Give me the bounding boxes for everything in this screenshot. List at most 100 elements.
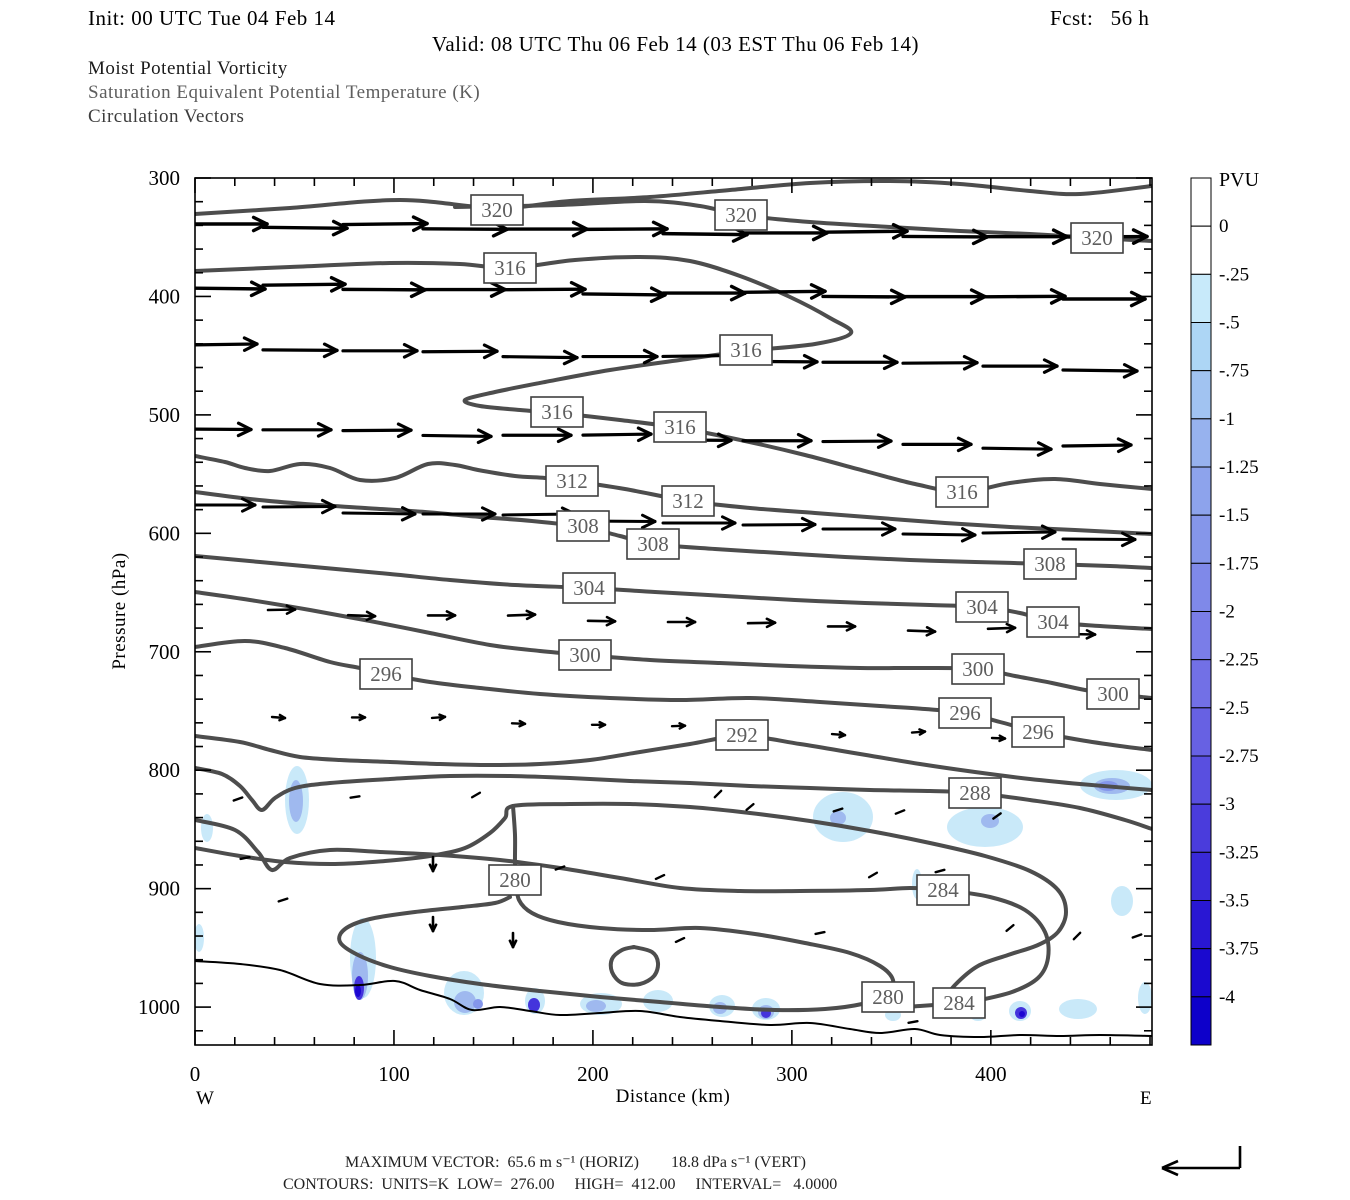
vector-tick-mark [1131, 933, 1143, 939]
svg-text:288: 288 [959, 781, 991, 805]
contour-label-304: 304 [562, 572, 616, 604]
colorbar-tick-label: -4 [1219, 987, 1235, 1008]
vector-arrow [590, 720, 607, 729]
y-tick-label: 700 [149, 640, 181, 664]
contour-line-320 [453, 198, 1152, 243]
contour-label-304: 304 [1026, 606, 1080, 638]
vector-arrow [670, 722, 687, 730]
y-tick-label: 500 [149, 403, 181, 427]
contour-label-296: 296 [1011, 716, 1065, 748]
svg-text:316: 316 [946, 480, 978, 504]
vector-arrow [261, 219, 349, 237]
contour-label-316: 316 [935, 476, 989, 508]
x-tick-label: 100 [378, 1062, 410, 1086]
vector-arrow [1061, 290, 1147, 308]
contour-label-316: 316 [719, 334, 773, 366]
vector-arrow [501, 427, 573, 444]
contour-label-280: 280 [488, 864, 542, 896]
vector-arrow [661, 284, 747, 302]
vector-tick-mark [814, 930, 826, 936]
x-tick-label: 300 [776, 1062, 808, 1086]
vector-arrow [266, 604, 297, 615]
terrain-line [195, 960, 1152, 1039]
contour-label-316: 316 [653, 411, 707, 443]
vector-arrow [901, 288, 987, 305]
svg-text:320: 320 [481, 198, 513, 222]
contour-label-320: 320 [714, 199, 768, 231]
svg-text:320: 320 [725, 203, 757, 227]
vector-arrow [426, 610, 457, 621]
contour-label-300: 300 [558, 639, 612, 671]
colorbar-tick-label: 0 [1219, 216, 1229, 237]
contour-line-304 [195, 554, 1152, 631]
vector-arrow [341, 343, 419, 359]
shading-blob [1019, 1011, 1025, 1017]
svg-text:304: 304 [573, 576, 605, 600]
colorbar-segment [1190, 322, 1212, 372]
vector-arrow [666, 616, 697, 628]
colorbar-tick-label: -.5 [1219, 313, 1240, 334]
vector-tick-mark [992, 812, 1002, 820]
svg-text:312: 312 [672, 489, 704, 513]
shading-blob [454, 991, 476, 1013]
vector-arrow [195, 336, 259, 352]
vector-arrow [508, 931, 518, 949]
svg-text:304: 304 [1037, 610, 1069, 634]
vector-tick-mark [239, 855, 251, 861]
vector-arrow [261, 342, 339, 359]
contour-label-312: 312 [545, 465, 599, 497]
colorbar-segment [1190, 803, 1212, 853]
west-end-label: W [196, 1088, 215, 1109]
vector-arrow [581, 348, 659, 365]
contour-label-316: 316 [483, 252, 537, 284]
svg-text:284: 284 [943, 991, 975, 1015]
vector-tick-mark [654, 873, 666, 881]
vector-arrow [341, 506, 417, 522]
contour-label-284: 284 [932, 987, 986, 1019]
title-moist-potential-vorticity: Moist Potential Vorticity [88, 58, 288, 79]
svg-text:300: 300 [569, 643, 601, 667]
vector-arrow [586, 615, 617, 627]
vector-arrow [501, 349, 579, 366]
contour-label-292: 292 [715, 719, 769, 751]
y-tick-label: 600 [149, 521, 181, 545]
colorbar-segment [1190, 466, 1212, 516]
contour-label-304: 304 [955, 591, 1009, 623]
vector-arrow [581, 286, 667, 304]
contour-label-320: 320 [470, 194, 524, 226]
colorbar-segment [1190, 948, 1212, 998]
colorbar-title: PVU [1219, 169, 1260, 191]
valid-time-text: Valid: 08 UTC Thu 06 Feb 14 (03 EST Thu … [432, 32, 919, 56]
vector-tick-mark [1005, 923, 1015, 933]
colorbar-tick-label: -3.75 [1219, 939, 1259, 960]
colorbar-segment [1190, 177, 1212, 227]
svg-text:316: 316 [664, 415, 696, 439]
contour-line-320 [195, 178, 1152, 216]
vector-arrow [981, 441, 1053, 457]
vector-arrow [990, 734, 1007, 743]
vector-arrow [506, 609, 537, 621]
vector-arrow [430, 713, 447, 722]
svg-text:312: 312 [556, 469, 588, 493]
vector-tick-mark [674, 936, 686, 944]
contour-line-280 [337, 804, 896, 1013]
shading-blob [195, 924, 204, 952]
vector-arrow [510, 719, 527, 728]
contour-label-300: 300 [1086, 678, 1140, 710]
vector-tick-mark [832, 807, 844, 813]
east-end-label: E [1140, 1088, 1153, 1109]
svg-text:292: 292 [726, 723, 758, 747]
vector-arrow [341, 215, 429, 233]
vector-arrow [195, 280, 267, 298]
vector-arrow [195, 215, 269, 233]
vector-arrow [741, 516, 817, 533]
vector-arrow [501, 280, 587, 298]
colorbar-tick-label: -2.75 [1219, 746, 1259, 767]
contour-label-288: 288 [948, 777, 1002, 809]
colorbar-tick-label: -2.25 [1219, 650, 1259, 671]
vector-tick-mark [349, 795, 361, 799]
vector-arrow [195, 497, 257, 513]
plot-frame-and-ticks [194, 177, 1153, 1046]
vector-arrow [428, 915, 438, 933]
forecast-hour-text: Fcst: 56 h [1050, 6, 1150, 30]
